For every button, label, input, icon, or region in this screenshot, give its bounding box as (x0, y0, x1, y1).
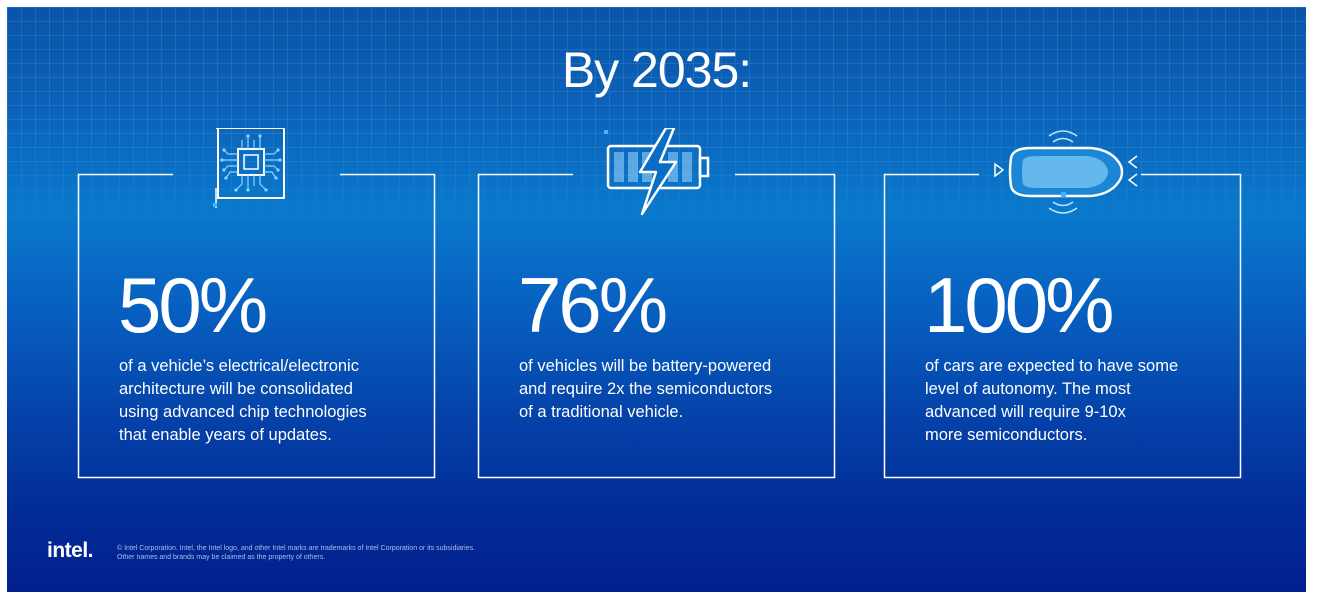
stat-card-electronics: 50% of a vehicle’s electrical/electronic… (77, 127, 436, 479)
stat-description: of vehicles will be battery-powered and … (519, 357, 773, 421)
battery-charging-icon (602, 126, 712, 220)
stat-card-battery: 76% of vehicles will be battery-powered … (477, 126, 836, 479)
card-frame (77, 173, 436, 479)
stat-description: of cars are expected to have some level … (925, 357, 1179, 444)
infographic-banner: By 2035: (7, 7, 1306, 592)
card-frame (477, 173, 836, 479)
intel-logo: intel. (47, 539, 94, 562)
stat-card-autonomy: 100% of cars are expected to have some l… (883, 130, 1242, 479)
stat-value: 100% (924, 261, 1114, 349)
chip-icon (202, 127, 312, 220)
headline: By 2035: (561, 42, 752, 98)
stat-value: 50% (118, 261, 268, 349)
legal-notice: © Intel Corporation. Intel, the Intel lo… (117, 545, 476, 561)
autonomous-car-icon (983, 122, 1143, 214)
stat-value: 76% (518, 261, 668, 349)
card-frame (883, 173, 1242, 479)
stat-description: of a vehicle’s electrical/electronic arc… (119, 357, 367, 444)
